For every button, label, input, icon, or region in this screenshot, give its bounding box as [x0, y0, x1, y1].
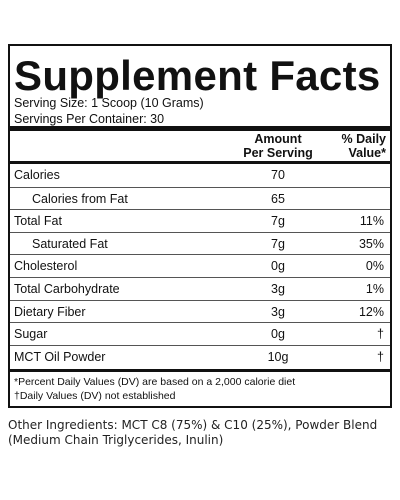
ingredients: (Medium Chain Triglycerides, Inulin) — [8, 433, 224, 447]
daily-value: 1% — [365, 282, 384, 296]
nutrient: Total Fat — [14, 214, 62, 229]
table-row: MCT Oil Powder 10g † — [10, 344, 390, 369]
table-row: Sugar 0g † — [10, 322, 390, 346]
amount: 0g — [271, 259, 285, 274]
daily-value: 35% — [358, 236, 384, 251]
nutrient: Total Carbohydrate — [14, 282, 120, 296]
thick-rule — [10, 161, 390, 164]
daily-value: † — [377, 349, 384, 364]
amount: 0g — [271, 327, 285, 342]
nutrient: Dietary Fiber — [14, 304, 86, 319]
column-header: % Daily Value* — [341, 132, 386, 160]
column-header: Amount Per Serving — [243, 132, 313, 160]
serving-size: Serving Size: 1 Scoop (10 Grams) — [14, 96, 204, 110]
amount: 3g — [271, 304, 285, 319]
amount: 7g — [271, 236, 285, 251]
daily-value: 0% — [365, 259, 384, 274]
rows: Calories 70 Calories from Fat 65 Total Fat 7g… — [10, 164, 390, 370]
nutrient: Cholesterol — [14, 259, 78, 274]
title: Supplement Facts — [14, 52, 381, 99]
table-row: Total Fat 7g 11% — [10, 209, 390, 233]
daily-value: † — [377, 327, 384, 342]
daily-value: 12% — [358, 304, 384, 319]
amount: 10g — [267, 349, 289, 364]
nutrient: Saturated Fat — [32, 236, 108, 251]
nutrient: Calories — [14, 168, 60, 182]
table-row: Total Carbohydrate 3g 1% — [10, 277, 390, 301]
nutrient: MCT Oil Powder — [14, 349, 106, 364]
table-row: Dietary Fiber 3g 12% — [10, 299, 390, 324]
footnote: *Percent Daily Values (DV) are based on … — [14, 376, 296, 388]
daily-value: 11% — [359, 214, 384, 229]
amount: 3g — [271, 282, 285, 296]
table-row: Calories from Fat 65 — [10, 186, 390, 211]
facts-panel: Supplement Facts Serving Size: 1 Scoop (… — [8, 44, 392, 408]
footnote: †Daily Values (DV) not established — [14, 390, 176, 402]
nutrient: Sugar — [14, 327, 48, 342]
amount: 65 — [271, 191, 285, 206]
thick-rule — [10, 369, 390, 372]
table-row: Saturated Fat 7g 35% — [10, 231, 390, 256]
table-row: Calories 70 — [10, 164, 390, 187]
table-row: Cholesterol 0g 0% — [10, 254, 390, 278]
servings: Servings Per Container: 30 — [14, 112, 165, 126]
amount: 7g — [271, 214, 285, 229]
ingredients: Other Ingredients: MCT C8 (75%) & C10 (2… — [8, 418, 378, 432]
nutrient: Calories from Fat — [32, 191, 128, 206]
amount: 70 — [271, 168, 285, 182]
thick-rule — [10, 126, 390, 131]
